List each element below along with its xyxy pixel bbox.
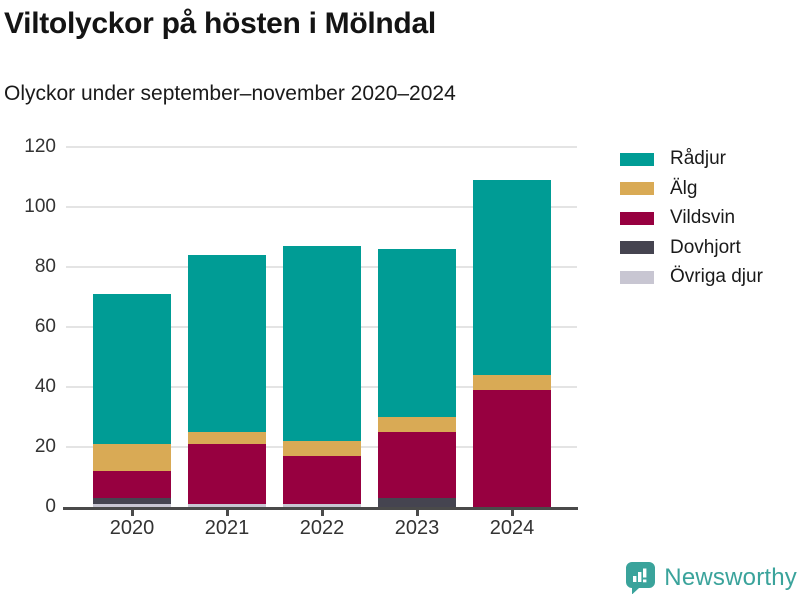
legend-item-Övriga djur: Övriga djur [620, 264, 763, 290]
y-axis-label-120: 120 [24, 136, 56, 157]
bar-segment-2020-Älg [93, 444, 171, 471]
chart-subtitle: Olyckor under september–november 2020–20… [4, 82, 456, 105]
bar-segment-2022-Älg [283, 441, 361, 456]
bar-segment-2020-Dovhjort [93, 498, 171, 504]
legend-swatch-Älg [620, 182, 654, 195]
bar-segment-2023-Vildsvin [378, 432, 456, 498]
legend: Rådjur Älg Vildsvin Dovhjort Övriga djur [620, 146, 798, 306]
chart-title: Viltolyckor på hösten i Mölndal [4, 7, 436, 40]
y-axis-label-40: 40 [34, 376, 56, 397]
bar-segment-2020-Vildsvin [93, 471, 171, 498]
y-axis-label-100: 100 [24, 196, 56, 217]
x-axis-label-2024: 2024 [489, 517, 535, 539]
bar-segment-2024-Rådjur [473, 180, 551, 375]
x-axis-tick-2024 [510, 510, 514, 516]
legend-label: Dovhjort [670, 236, 741, 258]
bar-segment-2021-Älg [188, 432, 266, 444]
y-axis-label-0: 0 [45, 496, 56, 517]
legend-label: Rådjur [670, 148, 726, 169]
bar-segment-2022-Övriga djur [283, 504, 361, 507]
x-axis-label-2022: 2022 [299, 517, 345, 539]
bar-segment-2024-Vildsvin [473, 390, 551, 507]
y-axis-label-20: 20 [34, 436, 56, 457]
legend-label: Övriga djur [670, 266, 763, 287]
legend-item-Rådjur: Rådjur [620, 146, 726, 172]
bar-segment-2021-Vildsvin [188, 444, 266, 504]
legend-swatch-Rådjur [620, 152, 654, 166]
bar-chart-speech-bubble-icon [626, 562, 656, 594]
y-axis-label-60: 60 [34, 316, 56, 337]
x-axis-label-2023: 2023 [394, 517, 440, 539]
x-axis-tick-2023 [415, 510, 419, 516]
legend-label: Vildsvin [670, 207, 736, 228]
bar-segment-2024-Älg [473, 375, 551, 390]
legend-swatch-Vildsvin [620, 211, 654, 225]
x-axis-label-2021: 2021 [204, 517, 250, 539]
x-axis-tick-2022 [320, 510, 324, 516]
gridline-y-100 [66, 206, 577, 208]
x-axis-label-2020: 2020 [109, 517, 155, 539]
brand-name: Newsworthy [664, 563, 797, 591]
x-axis-tick-2021 [225, 510, 229, 516]
bar-segment-2022-Rådjur [283, 246, 361, 441]
bar-segment-2023-Dovhjort [378, 498, 456, 507]
legend-item-Dovhjort: Dovhjort [620, 235, 741, 261]
x-axis-line [63, 507, 578, 510]
bar-segment-2023-Rådjur [378, 249, 456, 417]
bar-segment-2020-Rådjur [93, 294, 171, 444]
bar-segment-2021-Övriga djur [188, 504, 266, 507]
legend-item-Älg: Älg [620, 176, 697, 202]
legend-label: Älg [670, 177, 698, 199]
legend-swatch-Dovhjort [620, 241, 654, 254]
bar-segment-2020-Övriga djur [93, 504, 171, 507]
gridline-y-120 [66, 146, 577, 148]
y-axis-label-80: 80 [34, 256, 56, 277]
bar-segment-2023-Älg [378, 417, 456, 432]
brand-logo: Newsworthy [625, 561, 797, 594]
x-axis-tick-2020 [130, 510, 134, 516]
bar-segment-2021-Rådjur [188, 255, 266, 432]
legend-swatch-Övriga djur [620, 270, 654, 284]
bar-segment-2022-Vildsvin [283, 456, 361, 504]
legend-item-Vildsvin: Vildsvin [620, 205, 735, 231]
